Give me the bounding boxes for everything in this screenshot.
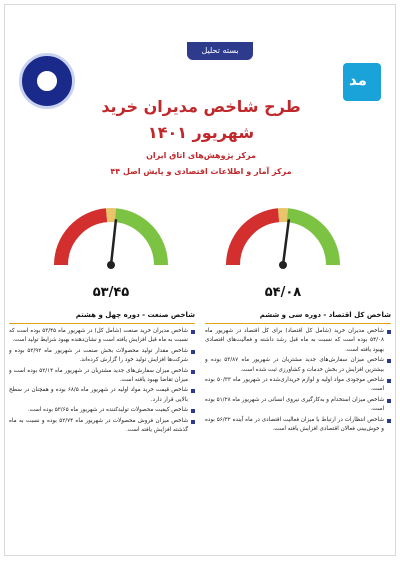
bullet-item: شاخص موجودی مواد اولیه و لوازم خریداری‌ش…	[205, 376, 391, 395]
industry-column-heading: شاخص صنعت - دوره چهل و هشتم	[9, 309, 195, 324]
economy-gauge-needle	[281, 219, 291, 266]
bullet-item: شاخص مدیران خرید (شامل کل اقتصاد) برای ک…	[205, 327, 391, 355]
pmi-logo: مد	[343, 63, 381, 101]
chamber-logo-center	[34, 68, 60, 94]
chamber-logo	[19, 53, 75, 109]
analysis-tab: بسته تحلیل	[187, 42, 253, 60]
industry-bullet-list: شاخص مدیران خرید صنعت (شامل کل) در شهریو…	[9, 327, 195, 435]
economy-column-heading: شاخص کل اقتصاد - دوره سی و ششم	[205, 309, 391, 324]
economy-gauge	[226, 208, 340, 269]
industry-column: شاخص صنعت - دوره چهل و هشتم شاخص مدیران …	[9, 309, 195, 553]
bullet-item: شاخص میزان سفارش‌های جدید مشتریان در شهر…	[9, 367, 195, 386]
bullet-item: شاخص انتظارات در ارتباط با میزان فعالیت …	[205, 416, 391, 435]
report-subtitle-2: مرکز آمار و اطلاعات اقتصادی و پایش اصل ۴…	[110, 167, 292, 176]
economy-gauge-value: ۵۴/۰۸	[264, 285, 302, 300]
report-title: طرح شاخص مدیران خرید	[101, 97, 301, 116]
bullet-item: شاخص میزان استخدام و به‌کارگیری نیروی ان…	[205, 396, 391, 415]
bullet-item: شاخص میزان سفارش‌های جدید مشتریان در شهر…	[205, 356, 391, 375]
bullet-item: شاخص قیمت خرید مواد اولیه در شهریور ماه …	[9, 386, 195, 405]
bullet-item: شاخص مدیران خرید صنعت (شامل کل) در شهریو…	[9, 327, 195, 346]
report-period: شهریور ۱۴۰۱	[147, 123, 255, 142]
economy-bullet-list: شاخص مدیران خرید (شامل کل اقتصاد) برای ک…	[205, 327, 391, 434]
economy-column: شاخص کل اقتصاد - دوره سی و ششم شاخص مدیر…	[205, 309, 391, 553]
bullet-item: شاخص میزان فروش محصولات در شهریور ماه ۵۲…	[9, 417, 195, 436]
economy-gauge-hub	[279, 261, 287, 269]
bullet-item: شاخص کیفیت محصولات تولیدکننده در شهریور …	[9, 406, 195, 415]
report-cover: بسته تحلیل مد طرح شاخص مدیران خرید شهریو…	[4, 4, 396, 556]
industry-gauge-hub	[107, 261, 115, 269]
pmi-logo-mark: مد	[349, 71, 367, 89]
industry-gauge-value: ۵۳/۴۵	[92, 285, 130, 300]
industry-gauge-needle	[109, 219, 118, 266]
report-subtitle-1: مرکز پژوهش‌های اتاق ایران	[146, 151, 256, 160]
industry-gauge	[54, 208, 168, 269]
bullet-item: شاخص مقدار تولید محصولات بخش صنعت در شهر…	[9, 347, 195, 366]
